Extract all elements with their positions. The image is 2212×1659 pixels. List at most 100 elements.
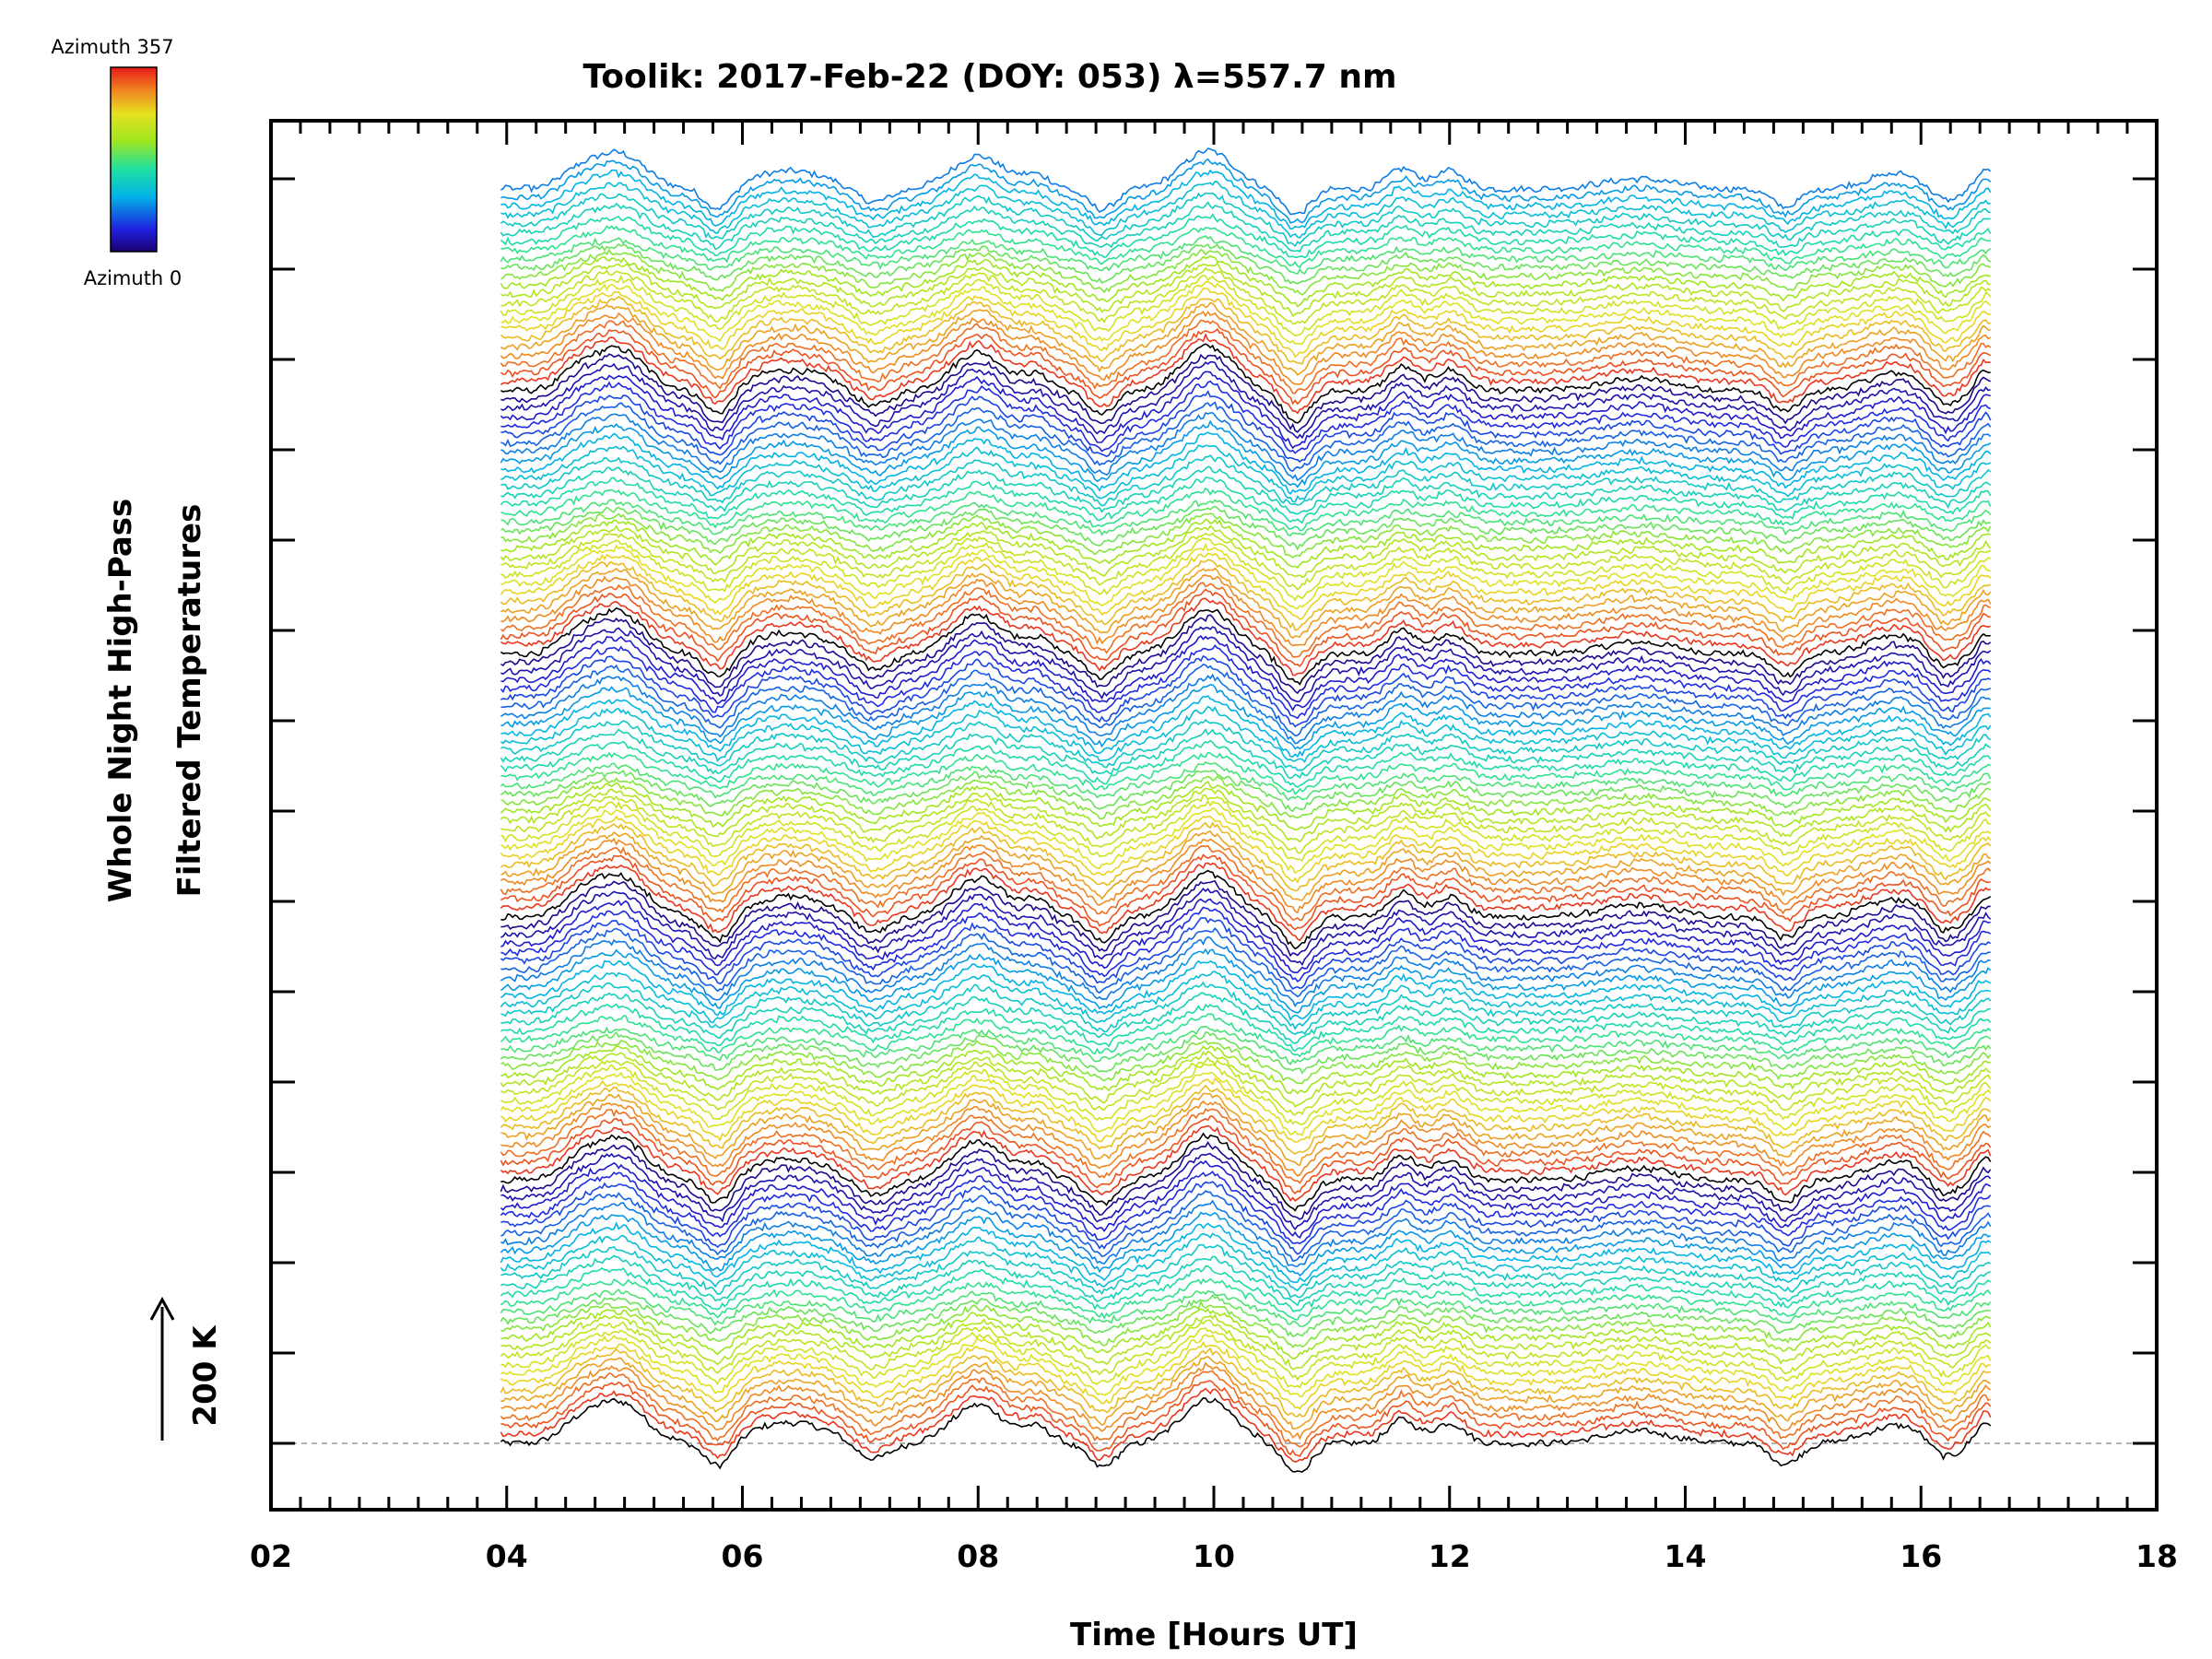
trace-line (500, 1361, 1992, 1441)
trace-line (500, 201, 1991, 253)
trace-line (500, 411, 1992, 482)
trace-line (500, 343, 1991, 424)
trace-line (500, 1313, 1992, 1371)
trace-line (500, 739, 1992, 788)
trace-line (500, 1025, 1992, 1065)
trace-line (500, 644, 1992, 720)
trace-line (500, 1159, 1992, 1239)
trace-line (500, 806, 1992, 875)
trace-line (500, 524, 1992, 578)
trace-line (500, 1319, 1992, 1382)
trace-line (500, 1152, 1992, 1231)
trace-line (500, 821, 1992, 892)
trace-line (500, 371, 1991, 450)
trace-line (500, 248, 1992, 296)
trace-line (500, 1013, 1992, 1058)
trace-line (500, 844, 1992, 922)
trace-line (500, 582, 1991, 658)
x-tick-labels: 02 04 06 08 10 12 14 16 18 (250, 1538, 2178, 1574)
trace-line (500, 1370, 1991, 1448)
trace-line (500, 1181, 1991, 1255)
trace-line (500, 626, 1992, 703)
trace-line (500, 916, 1992, 991)
trace-line (500, 1003, 1992, 1053)
trace-line (500, 1108, 1992, 1184)
trace-line (500, 353, 1992, 433)
trace-line (500, 787, 1992, 843)
trace-line (500, 280, 1992, 346)
trace-line (500, 992, 1991, 1044)
trace-line (500, 1190, 1992, 1262)
trace-line (500, 518, 1991, 569)
trace-line (500, 1084, 1992, 1155)
y-axis-label-line-1: Whole Night High-Pass (102, 499, 139, 903)
trace-line (500, 552, 1992, 620)
trace-line (500, 664, 1992, 737)
trace-line (500, 1030, 1992, 1075)
trace-line (500, 574, 1992, 647)
trace-line (500, 1308, 1992, 1359)
trace-line (500, 1077, 1992, 1143)
trace-line (500, 1254, 1991, 1307)
trace-line (500, 454, 1992, 507)
trace-line (500, 588, 1991, 668)
trace-line (500, 287, 1991, 359)
trace-line (500, 1050, 1992, 1108)
trace-line (500, 235, 1992, 276)
trace-line (500, 1132, 1992, 1212)
chart-title: Toolik: 2017-Feb-22 (DOY: 053) λ=557.7 n… (583, 58, 1397, 96)
colorbar (110, 66, 158, 253)
trace-line (500, 673, 1992, 745)
trace-line (500, 301, 1991, 376)
trace-line (500, 254, 1991, 308)
trace-line (500, 880, 1991, 958)
trace-line (500, 761, 1992, 801)
trace-line (500, 1387, 1992, 1464)
scale-bar-label: 200 K (187, 1324, 224, 1427)
trace-line (500, 770, 1991, 813)
x-axis-label: Time [Hours UT] (1070, 1617, 1358, 1653)
x-tick-label: 14 (1665, 1538, 1707, 1574)
trace-line (500, 794, 1991, 854)
trace-line (500, 477, 1992, 524)
trace-line (500, 1277, 1992, 1321)
trace-line (500, 536, 1991, 602)
trace-line (500, 906, 1992, 982)
trace-line (500, 1347, 1991, 1418)
x-tick-label: 08 (957, 1538, 999, 1574)
trace-line (500, 1199, 1992, 1267)
trace-line (500, 654, 1992, 728)
colorbar-top-label: Azimuth 357 (51, 36, 173, 58)
trace-line (500, 1100, 1992, 1177)
trace-line (500, 419, 1992, 488)
trace-line (500, 180, 1991, 239)
trace-line (500, 775, 1992, 820)
trace-line (500, 431, 1992, 495)
trace-line (500, 465, 1992, 515)
trace-line (500, 169, 1992, 230)
trace-line (500, 1356, 1992, 1430)
trace-line (500, 401, 1992, 473)
x-tick-label: 04 (486, 1538, 528, 1574)
trace-line (500, 158, 1992, 224)
trace-line (500, 360, 1991, 440)
trace-line (500, 444, 1992, 503)
trace-line (500, 1243, 1991, 1299)
trace-line (500, 310, 1992, 385)
trace-line (500, 1288, 1992, 1327)
x-tick-label: 18 (2136, 1538, 2178, 1574)
x-tick-label: 10 (1193, 1538, 1235, 1574)
trace-line (500, 213, 1992, 259)
trace-line (500, 1115, 1992, 1194)
x-tick-label: 12 (1429, 1538, 1471, 1574)
trace-line (500, 1092, 1992, 1167)
trace-line (500, 695, 1992, 759)
trace-line (500, 192, 1991, 248)
trace-line (500, 380, 1991, 454)
trace-line (500, 684, 1991, 750)
colorbar-bottom-label: Azimuth 0 (84, 267, 182, 289)
scale-bar: 200 K (149, 1296, 224, 1441)
trace-line (500, 606, 1991, 686)
trace-line (500, 512, 1992, 559)
